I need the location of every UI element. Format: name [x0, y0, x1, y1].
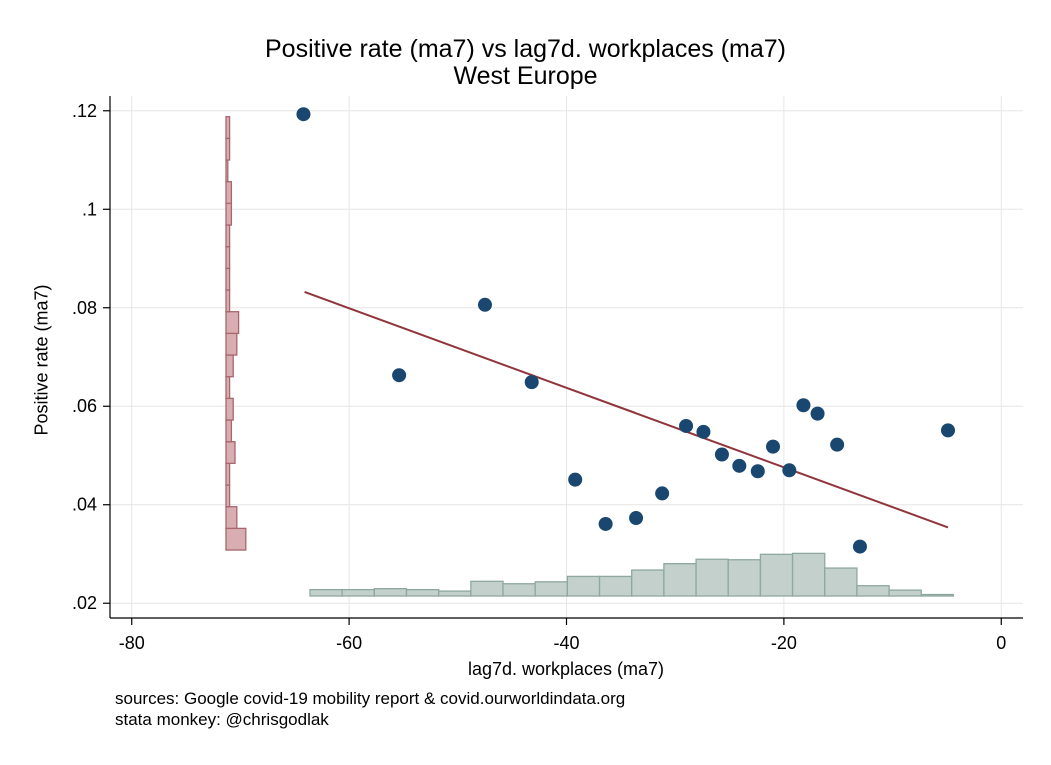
scatter-point-14	[782, 463, 797, 478]
scatter-point-1	[392, 368, 407, 383]
y-hist-bar-12	[225, 267, 231, 291]
x-hist-bar-12	[695, 558, 729, 597]
axes: -80 -60 -40 -20 0 .02 .04 .06 .08 .1 .12	[72, 96, 1023, 653]
scatter-point-18	[852, 539, 867, 554]
y-hist-bar-11	[225, 289, 231, 313]
y-tick-label-0: .02	[72, 593, 97, 613]
y-hist-bar-13	[225, 246, 231, 270]
scatter-point-15	[796, 398, 811, 413]
y-hist-bar-3	[225, 462, 231, 486]
x-tick-label-4: 0	[996, 633, 1006, 653]
chart-subtitle: West Europe	[453, 62, 598, 90]
scatter-point-12	[750, 464, 765, 479]
x-hist-bar-17	[856, 585, 890, 597]
x-hist-bar-18	[888, 589, 922, 597]
y-hist-bar-0	[225, 527, 247, 551]
scatter-points	[296, 107, 956, 554]
fit-line-group	[304, 291, 949, 529]
y-histogram	[225, 116, 247, 551]
x-tick-label-2: -40	[553, 633, 579, 653]
x-hist-bar-4	[438, 590, 472, 597]
scatter-point-11	[732, 458, 747, 473]
y-hist-bar-1	[225, 506, 238, 530]
scatter-point-0	[296, 107, 311, 122]
x-histogram	[309, 552, 955, 597]
y-tick-label-1: .04	[72, 495, 97, 515]
scatter-point-2	[477, 297, 492, 312]
x-hist-bar-8	[566, 575, 601, 597]
x-hist-bar-0	[309, 588, 343, 597]
x-hist-bar-3	[405, 588, 440, 597]
scatter-point-9	[696, 424, 711, 439]
chart-title: Positive rate (ma7) vs lag7d. workplaces…	[264, 35, 787, 63]
scatter-point-4	[568, 472, 583, 487]
y-hist-bar-5	[225, 419, 233, 443]
y-hist-bar-10	[225, 311, 240, 335]
x-hist-bar-2	[373, 588, 408, 597]
x-hist-bar-5	[470, 580, 504, 597]
scatter-point-19	[941, 423, 956, 438]
y-hist-bar-18	[225, 137, 231, 161]
scatter-point-7	[655, 486, 670, 501]
scatter-point-6	[629, 511, 644, 526]
y-hist-bar-4	[225, 441, 236, 465]
scatter-point-10	[714, 447, 729, 462]
x-hist-bar-6	[502, 583, 536, 597]
y-hist-bar-15	[225, 202, 233, 226]
y-tick-label-2: .06	[72, 396, 97, 416]
y-hist-bar-17	[225, 159, 229, 183]
scatter-point-8	[679, 418, 694, 433]
grid-lines	[110, 96, 1023, 618]
author-note: stata monkey: @chrisgodlak	[115, 710, 329, 729]
x-axis-title: lag7d. workplaces (ma7)	[467, 659, 665, 679]
x-tick-label-0: -80	[119, 633, 145, 653]
x-hist-bar-11	[663, 563, 697, 597]
y-hist-bar-7	[225, 376, 231, 400]
scatter-point-5	[598, 516, 613, 531]
x-hist-bar-13	[727, 559, 762, 597]
x-tick-label-1: -60	[336, 633, 362, 653]
scatter-point-13	[766, 439, 781, 454]
y-hist-bar-14	[225, 224, 231, 248]
x-tick-label-3: -20	[771, 633, 797, 653]
scatter-point-16	[810, 406, 825, 421]
y-hist-bar-19	[225, 116, 231, 140]
y-tick-label-5: .12	[72, 101, 97, 121]
x-hist-bar-10	[631, 569, 665, 597]
x-hist-bar-9	[598, 575, 633, 597]
y-hist-bar-16	[225, 181, 233, 205]
x-hist-bar-7	[534, 581, 569, 597]
y-hist-bar-8	[225, 354, 234, 378]
x-hist-bar-1	[341, 588, 375, 597]
x-hist-bar-14	[759, 553, 794, 597]
x-hist-bar-19	[920, 593, 955, 597]
y-axis-title: Positive rate (ma7)	[31, 284, 52, 436]
y-hist-bar-6	[225, 397, 234, 421]
y-tick-label-4: .1	[82, 199, 97, 219]
fit-line	[304, 291, 949, 529]
y-hist-bar-2	[225, 484, 231, 508]
scatter-point-17	[830, 437, 845, 452]
x-hist-bar-16	[824, 567, 858, 597]
y-tick-label-3: .08	[72, 298, 97, 318]
source-note: sources: Google covid-19 mobility report…	[115, 689, 626, 708]
x-hist-bar-15	[791, 552, 826, 597]
scatter-point-3	[524, 375, 539, 390]
y-hist-bar-9	[225, 332, 238, 356]
